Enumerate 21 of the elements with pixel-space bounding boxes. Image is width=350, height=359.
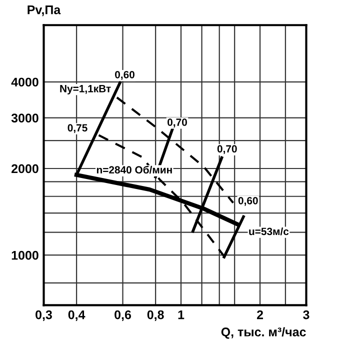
annotation: n=2840 Об/мин	[96, 166, 172, 174]
x-tick-label: 0,4	[68, 310, 86, 322]
x-tick-label: 0,3	[36, 310, 52, 322]
y-tick-label: 2000	[12, 164, 38, 174]
x-axis-title: Q, тыс. м³/час	[221, 327, 306, 339]
annotation: 0,60	[238, 196, 258, 206]
x-tick-label: 2	[256, 310, 263, 320]
y-tick-label: 4000	[11, 78, 38, 87]
annotation: u=53м/с	[249, 227, 289, 236]
y-axis-title: Pv,Па	[28, 6, 61, 16]
annotation: 0,75	[68, 124, 88, 134]
x-tick-label: 1	[178, 310, 184, 320]
x-tick-label: 0,8	[147, 310, 164, 322]
y-tick-label: 3000	[11, 114, 38, 123]
annotation: 0,60	[115, 70, 134, 80]
annotation: Ny=1,1кВт	[60, 85, 111, 94]
annotation: 0,70	[168, 118, 187, 128]
annotation: 0,70	[217, 145, 237, 154]
y-tick-label: 1000	[12, 250, 38, 260]
x-tick-label: 3	[303, 310, 310, 320]
x-tick-label: 0,6	[114, 310, 132, 322]
